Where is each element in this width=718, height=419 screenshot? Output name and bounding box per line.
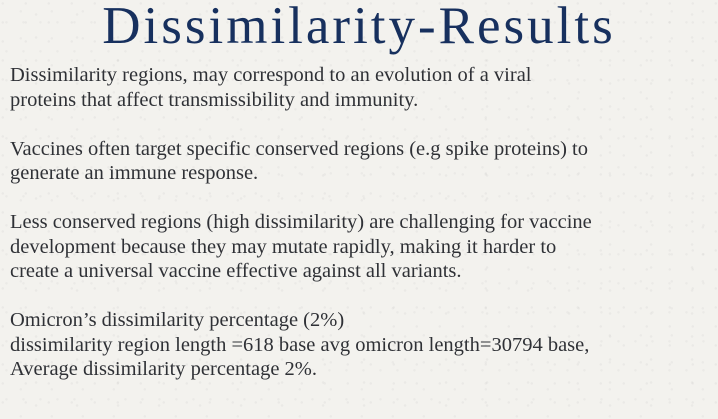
- slide-body: Dissimilarity regions, may correspond to…: [10, 63, 710, 382]
- text-line: generate an immune response.: [10, 162, 259, 184]
- text-line: Omicron’s dissimilarity percentage (2%): [10, 309, 345, 331]
- text-line: create a universal vaccine effective aga…: [10, 260, 462, 282]
- text-line: dissimilarity region length =618 base av…: [10, 333, 590, 356]
- paragraph-omicron-results: Omicron’s dissimilarity percentage (2%) …: [10, 308, 710, 382]
- text-line: development because they may mutate rapi…: [10, 235, 557, 258]
- paragraph-dissimilarity-regions: Dissimilarity regions, may correspond to…: [10, 63, 710, 112]
- text-line: Less conserved regions (high dissimilari…: [10, 211, 592, 233]
- paragraph-less-conserved-regions: Less conserved regions (high dissimilari…: [10, 210, 710, 284]
- slide-title: Dissimilarity-Results: [102, 0, 616, 55]
- text-line: proteins that affect transmissibility an…: [10, 88, 419, 111]
- text-line: Dissimilarity regions, may correspond to…: [10, 64, 532, 86]
- text-line: Vaccines often target specific conserved…: [10, 137, 588, 160]
- paragraph-vaccine-targets: Vaccines often target specific conserved…: [10, 137, 710, 186]
- text-line: Average dissimilarity percentage 2%.: [10, 358, 317, 380]
